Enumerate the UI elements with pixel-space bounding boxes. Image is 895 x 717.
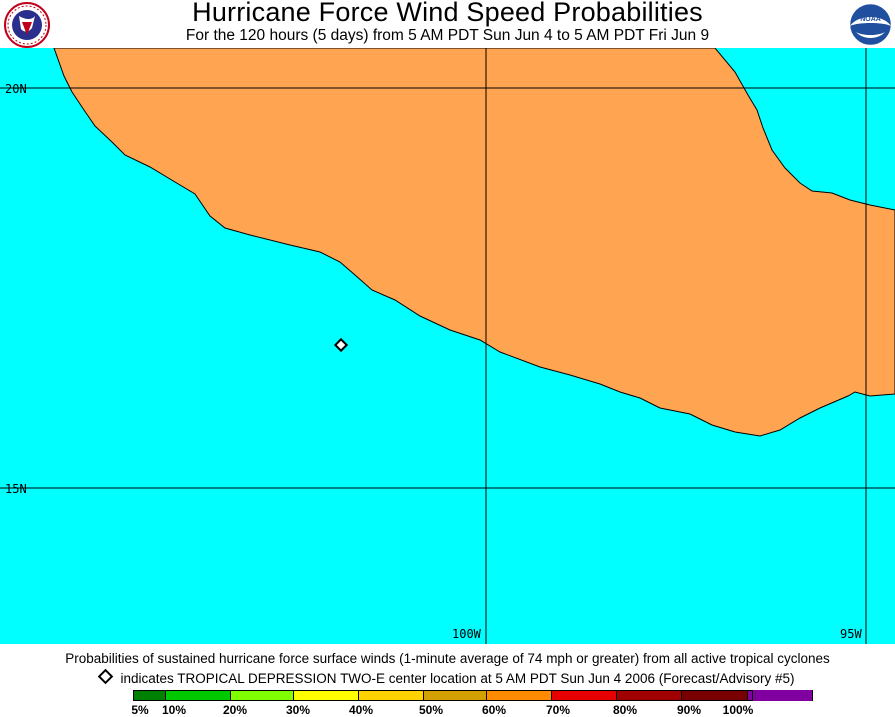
scale-tick-20pct: 20% [222,703,248,717]
footer: Probabilities of sustained hurricane for… [0,644,895,717]
scale-tick-30pct: 30% [285,703,311,717]
probability-description: Probabilities of sustained hurricane for… [65,651,830,666]
scale-swatch-5pct [133,690,166,701]
scale-tick-40pct: 40% [348,703,374,717]
scale-swatch-100pct [748,690,813,701]
lon-label-95w: 95W [840,627,862,641]
scale-swatch-10pct [166,690,231,701]
svg-text:NOAA: NOAA [860,16,881,23]
scale-swatch-70pct [552,690,617,701]
diamond-icon [98,668,114,685]
storm-center-diamond-icon [333,337,349,353]
scale-tick-50pct: 50% [418,703,444,717]
scale-swatch-20pct [231,690,294,701]
lat-label-20n: 20N [5,82,27,96]
scale-tick-10pct: 10% [161,703,187,717]
probability-color-scale [133,690,813,701]
storm-location-note: indicates TROPICAL DEPRESSION TWO-E cent… [0,668,895,686]
scale-swatch-90pct [682,690,748,701]
scale-swatch-30pct [294,690,359,701]
scale-tick-90pct: 90% [676,703,702,717]
scale-tick-5pct: 5% [131,703,149,717]
scale-tick-100pct: 100% [722,703,754,717]
scale-swatch-40pct [359,690,424,701]
scale-swatch-80pct [617,690,682,701]
scale-swatch-60pct [487,690,552,701]
chart-subtitle: For the 120 hours (5 days) from 5 AM PDT… [185,27,710,44]
nws-logo [4,2,50,48]
storm-location-text: indicates TROPICAL DEPRESSION TWO-E cent… [120,671,795,686]
scale-tick-60pct: 60% [481,703,507,717]
scale-tick-80pct: 80% [612,703,638,717]
chart-title: Hurricane Force Wind Speed Probabilities [192,0,703,27]
scale-tick-70pct: 70% [545,703,571,717]
header: Hurricane Force Wind Speed Probabilities… [0,0,895,48]
lon-label-100w: 100W [452,627,482,641]
scale-swatch-50pct [424,690,487,701]
noaa-logo: NOAA [848,2,893,47]
land-area-mexico [53,48,895,437]
probability-map: 20N 15N 100W 95W [0,48,895,644]
lat-label-15n: 15N [5,482,27,496]
